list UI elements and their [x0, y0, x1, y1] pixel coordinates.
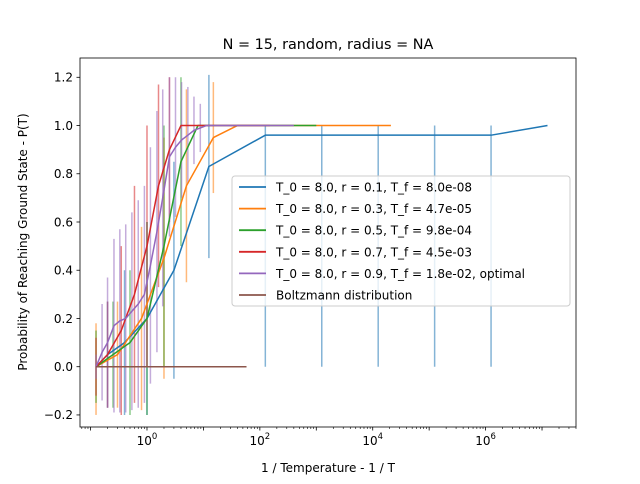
x-axis: 100 102 104 106: [81, 427, 577, 448]
legend-label-4: T_0 = 8.0, r = 0.9, T_f = 1.8e-02, optim…: [275, 267, 525, 281]
y-tick-label: 0.2: [54, 312, 73, 326]
series-line-0: [95, 124, 548, 368]
legend-label-3: T_0 = 8.0, r = 0.7, T_f = 4.5e-03: [275, 245, 472, 259]
legend: T_0 = 8.0, r = 0.1, T_f = 8.0e-08 T_0 = 8…: [231, 175, 571, 307]
x-axis-label: 1 / Temperature - 1 / T: [261, 461, 396, 475]
legend-label-2: T_0 = 8.0, r = 0.5, T_f = 9.8e-04: [275, 224, 472, 238]
y-tick-label: −0.2: [44, 408, 73, 422]
y-axis: −0.2 0.0 0.2 0.4 0.6 0.8 1.0 1.2: [44, 71, 80, 422]
y-tick-label: 0.4: [54, 264, 73, 278]
y-axis-label: Probability of Reaching Ground State - P…: [16, 113, 30, 370]
series-line-4: [95, 124, 294, 367]
y-tick-label: 0.6: [54, 215, 73, 229]
y-tick-label: 0.8: [54, 167, 73, 181]
legend-label-0: T_0 = 8.0, r = 0.1, T_f = 8.0e-08: [275, 181, 472, 195]
legend-label-5: Boltzmann distribution: [276, 289, 412, 303]
axes-frame: [79, 57, 577, 428]
x-tick-label: 100: [137, 432, 158, 448]
y-tick-label: 0.0: [54, 360, 73, 374]
chart-title: N = 15, random, radius = NA: [223, 37, 434, 53]
legend-box: [231, 175, 571, 307]
legend-label-1: T_0 = 8.0, r = 0.3, T_f = 4.7e-05: [275, 202, 472, 216]
y-tick-label: 1.2: [54, 71, 73, 85]
series-line-2: [95, 124, 317, 368]
x-tick-label: 104: [362, 432, 383, 448]
y-tick-label: 1.0: [54, 119, 73, 133]
x-tick-label: 102: [250, 432, 271, 448]
x-tick-label: 106: [475, 432, 496, 448]
